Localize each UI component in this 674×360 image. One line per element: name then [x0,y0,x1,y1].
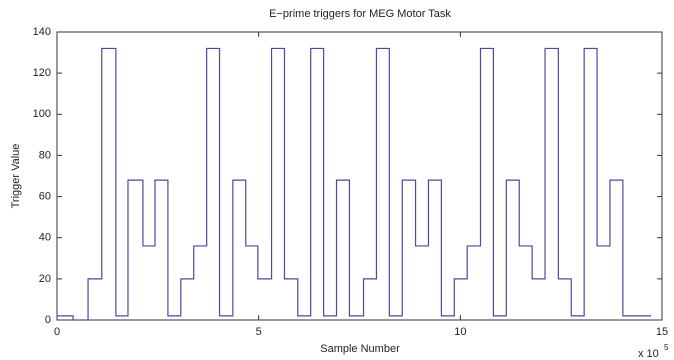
y-tick-label: 140 [33,26,51,38]
chart-title: E−prime triggers for MEG Motor Task [269,8,451,20]
plot-area [56,31,663,321]
y-tick-label: 20 [39,273,51,285]
x-tick-label: 0 [54,326,60,338]
x-tick-label: 15 [656,326,668,338]
y-tick-label: 0 [45,314,51,326]
y-tick-label: 60 [39,190,51,202]
x-multiplier: x 10 [638,348,659,360]
y-tick-label: 40 [39,232,51,244]
y-tick-label: 120 [33,67,51,79]
y-tick-label: 80 [39,149,51,161]
x-axis-label: Sample Number [320,343,400,355]
line-series [57,47,652,321]
x-multiplier-exponent: 5 [664,343,669,352]
x-tick-label: 5 [256,326,262,338]
y-tick-label: 100 [33,108,51,120]
x-tick-label: 10 [454,326,466,338]
y-axis-label: Trigger Value [10,144,22,209]
